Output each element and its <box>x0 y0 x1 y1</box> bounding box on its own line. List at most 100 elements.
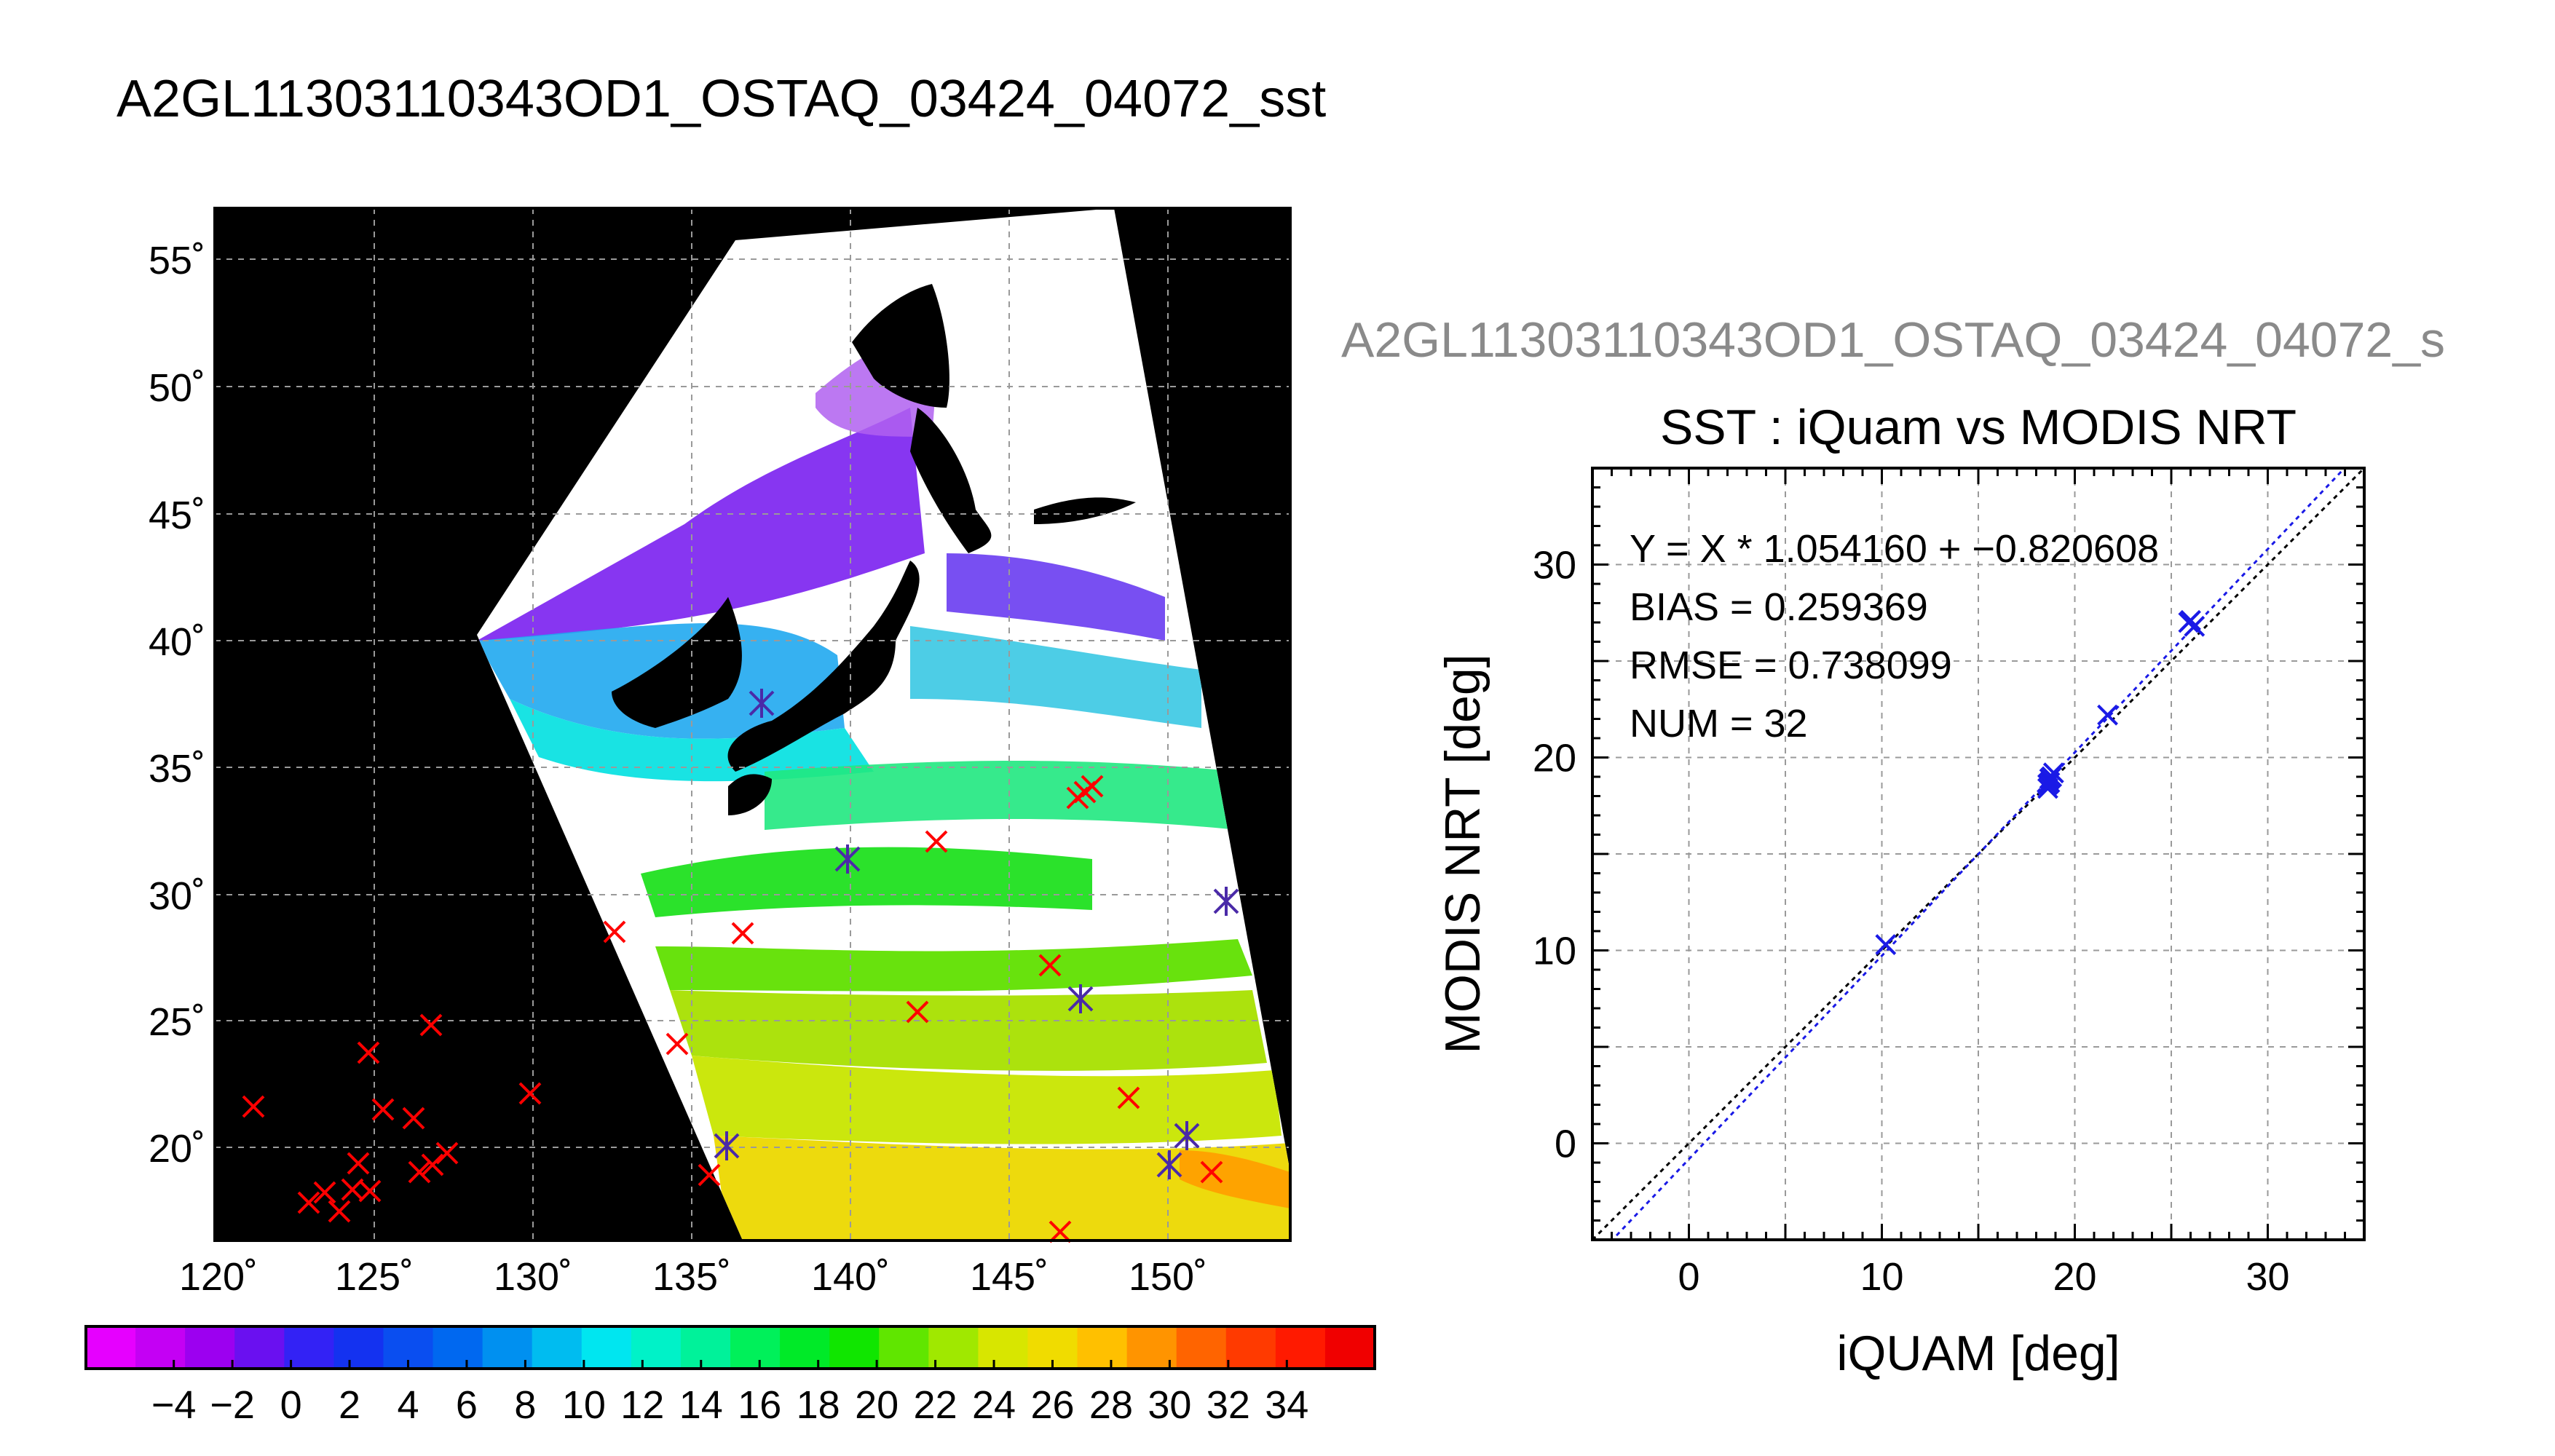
lat-tick-label: 55˚ <box>149 239 205 282</box>
scatter-subtitle: A2GL11303110343OD1_OSTAQ_03424_04072_s <box>1341 312 2445 368</box>
lon-tick-label: 120˚ <box>179 1255 258 1299</box>
colorbar-tick-label: 4 <box>397 1383 419 1427</box>
colorbar-cell <box>928 1326 979 1369</box>
scatter-point <box>2180 609 2201 631</box>
colorbar-cell <box>879 1326 929 1369</box>
colorbar-cell <box>631 1326 682 1369</box>
sst-map: 55˚ 50˚ 45˚ 40˚ 35˚ 30˚ 25˚ 20˚ 120˚ 125… <box>149 207 1292 1299</box>
x-tick-label: 20 <box>2053 1255 2096 1299</box>
scatter-point <box>2037 774 2058 796</box>
colorbar-cell <box>185 1326 235 1369</box>
scatter-points <box>1875 609 2205 955</box>
colorbar-tick-label: −2 <box>210 1383 255 1427</box>
map-lon-labels: 120˚ 125˚ 130˚ 135˚ 140˚ 145˚ 150˚ <box>179 1255 1207 1299</box>
x-tick-label: 0 <box>1678 1255 1699 1299</box>
map-markers <box>242 689 1239 1243</box>
x-axis-label: iQUAM [deg] <box>1836 1326 2120 1381</box>
lon-tick-label: 140˚ <box>811 1255 890 1299</box>
colorbar-cell <box>680 1326 731 1369</box>
colorbar-cell <box>1077 1326 1128 1369</box>
colorbar-tick-label: 18 <box>797 1383 840 1427</box>
sst-field <box>477 336 1290 1241</box>
colorbar-cell <box>135 1326 186 1369</box>
colorbar-cell <box>1324 1326 1375 1369</box>
lat-tick-label: 25˚ <box>149 1000 205 1044</box>
y-tick-label: 30 <box>1533 544 1576 587</box>
x-tick-label: 30 <box>2246 1255 2289 1299</box>
colorbar-tick-label: 12 <box>620 1383 664 1427</box>
page-title: A2GL11303110343OD1_OSTAQ_03424_04072_sst <box>117 70 1326 128</box>
colorbar-cell <box>433 1326 483 1369</box>
colorbar-cell <box>730 1326 781 1369</box>
colorbar-cells <box>86 1326 1375 1369</box>
colorbar-cell <box>1275 1326 1326 1369</box>
colorbar-tick-label: 26 <box>1030 1383 1074 1427</box>
map-grid <box>215 208 1290 1241</box>
colorbar-tick-label: 6 <box>456 1383 478 1427</box>
matched-markers <box>714 689 1239 1179</box>
colorbar-tick-label: 28 <box>1089 1383 1133 1427</box>
scatter-title: SST : iQuam vs MODIS NRT <box>1660 400 2297 455</box>
stat-rmse: RMSE = 0.738099 <box>1630 644 1952 687</box>
lat-tick-label: 40˚ <box>149 620 205 664</box>
map-lat-labels: 55˚ 50˚ 45˚ 40˚ 35˚ 30˚ 25˚ 20˚ <box>149 239 205 1171</box>
stat-regression: Y = X * 1.054160 + −0.820608 <box>1630 527 2159 571</box>
lon-tick-label: 130˚ <box>494 1255 572 1299</box>
colorbar-cell <box>978 1326 1028 1369</box>
lon-tick-label: 135˚ <box>652 1255 731 1299</box>
regression-line <box>1611 468 2347 1240</box>
colorbar-cell <box>1176 1326 1227 1369</box>
colorbar-tick-label: 22 <box>914 1383 957 1427</box>
scatter-plot: 0 10 20 30 0 10 20 30 Y = X * 1.054160 + −0.82… <box>1435 467 2366 1381</box>
colorbar-cell <box>829 1326 880 1369</box>
colorbar-tick-label: 30 <box>1148 1383 1191 1427</box>
colorbar-cell <box>581 1326 632 1369</box>
colorbar: −4 −2 0 2 4 6 8 10 12 14 16 18 20 22 24 26 28 30 32 34 <box>84 1325 1376 1427</box>
colorbar-tick-label: −4 <box>151 1383 197 1427</box>
colorbar-cell <box>1126 1326 1177 1369</box>
x-tick-label: 10 <box>1860 1255 1903 1299</box>
colorbar-cell <box>482 1326 533 1369</box>
scatter-minor-ticks <box>1591 467 2366 1241</box>
scatter-point <box>2039 768 2061 790</box>
colorbar-tick-label: 34 <box>1265 1383 1308 1427</box>
stats-box: Y = X * 1.054160 + −0.820608 BIAS = 0.25… <box>1630 527 2159 745</box>
y-axis-label: MODIS NRT [deg] <box>1435 654 1490 1053</box>
lon-tick-label: 145˚ <box>970 1255 1049 1299</box>
colorbar-cell <box>86 1326 136 1369</box>
stat-num: NUM = 32 <box>1630 702 1808 745</box>
scatter-point <box>2097 704 2118 726</box>
unmatched-markers <box>242 775 1223 1243</box>
colorbar-tick-label: 0 <box>280 1383 302 1427</box>
lat-tick-label: 20˚ <box>149 1127 205 1171</box>
y-tick-label: 0 <box>1555 1123 1576 1166</box>
map-frame <box>213 207 1292 1242</box>
colorbar-cell <box>234 1326 285 1369</box>
lat-tick-label: 35˚ <box>149 747 205 791</box>
colorbar-tick-label: 8 <box>514 1383 536 1427</box>
colorbar-cell <box>532 1326 583 1369</box>
colorbar-tick-label: 14 <box>679 1383 723 1427</box>
lon-tick-label: 150˚ <box>1129 1255 1207 1299</box>
x-tick-labels: 0 10 20 30 <box>1678 1255 2289 1299</box>
y-tick-label: 10 <box>1533 930 1576 973</box>
colorbar-cell <box>1225 1326 1276 1369</box>
y-tick-labels: 0 10 20 30 <box>1533 544 1576 1166</box>
land-mask <box>612 284 1136 815</box>
colorbar-tick-label: 16 <box>738 1383 781 1427</box>
y-tick-label: 20 <box>1533 737 1576 780</box>
colorbar-tick-label: 2 <box>339 1383 360 1427</box>
colorbar-cell <box>284 1326 334 1369</box>
stat-bias: BIAS = 0.259369 <box>1630 585 1928 629</box>
colorbar-frame <box>84 1325 1376 1370</box>
colorbar-cell <box>780 1326 830 1369</box>
colorbar-tick-label: 20 <box>855 1383 899 1427</box>
lat-tick-label: 50˚ <box>149 366 205 410</box>
scatter-point <box>1875 934 1897 955</box>
colorbar-tick-label: 32 <box>1207 1383 1250 1427</box>
colorbar-labels: −4 −2 0 2 4 6 8 10 12 14 16 18 20 22 24 26 28 30 32 34 <box>151 1360 1308 1427</box>
lat-tick-label: 30˚ <box>149 874 205 918</box>
colorbar-cell <box>333 1326 384 1369</box>
colorbar-tick-label: 10 <box>562 1383 606 1427</box>
